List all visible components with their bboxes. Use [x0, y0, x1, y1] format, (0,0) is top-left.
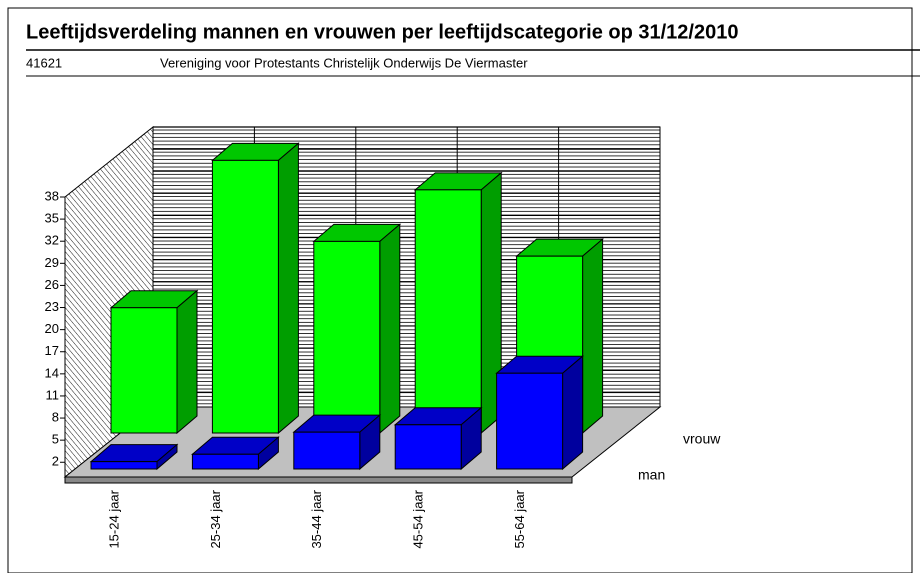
- bar: [413, 171, 503, 435]
- bar: [211, 142, 300, 435]
- code: 41621: [26, 55, 62, 70]
- bar-side: [277, 142, 299, 435]
- x-tick-label: 45-54 jaar: [411, 489, 426, 548]
- y-tick-label: 8: [52, 409, 59, 424]
- y-tick-label: 17: [45, 343, 59, 358]
- bar-front: [394, 424, 462, 470]
- bar-front: [191, 453, 259, 470]
- y-tick-label: 2: [52, 454, 59, 469]
- x-tick-label: 15-24 jaar: [106, 489, 121, 548]
- bar: [89, 443, 179, 471]
- subtitle: Vereniging voor Protestants Christelijk …: [160, 55, 528, 70]
- y-tick-label: 35: [45, 211, 59, 226]
- y-tick-label: 23: [45, 299, 59, 314]
- bar-front: [496, 372, 564, 470]
- bar-side: [176, 289, 198, 435]
- x-tick-label: 25-34 jaar: [208, 489, 223, 548]
- x-tick-label: 35-44 jaar: [309, 489, 324, 548]
- y-tick-label: 5: [52, 432, 59, 447]
- bar: [292, 414, 382, 471]
- bar-front: [293, 431, 361, 470]
- y-tick-label: 32: [45, 233, 59, 248]
- x-tick-label: 55-64 jaar: [512, 489, 527, 548]
- legend-label: vrouw: [683, 431, 721, 447]
- chart-title: Leeftijdsverdeling mannen en vrouwen per…: [26, 21, 738, 43]
- bar-front: [414, 189, 482, 434]
- bar-front: [90, 461, 158, 470]
- y-tick-label: 20: [45, 321, 59, 336]
- bar: [191, 436, 280, 471]
- y-tick-label: 38: [45, 188, 59, 203]
- bar: [495, 355, 584, 471]
- bar: [312, 223, 402, 435]
- bar: [393, 406, 483, 471]
- legend-label: man: [638, 467, 665, 483]
- y-tick-label: 29: [45, 255, 59, 270]
- y-tick-label: 26: [45, 277, 59, 292]
- bar-front: [110, 307, 178, 434]
- bar-side: [582, 238, 604, 435]
- bar-side: [379, 223, 401, 435]
- floor-edge: [64, 476, 573, 484]
- bar-side: [562, 355, 584, 471]
- bar-front: [211, 159, 279, 434]
- bar: [109, 289, 199, 435]
- bar-front: [313, 240, 381, 434]
- frame: [7, 7, 913, 573]
- y-tick-label: 14: [45, 365, 59, 380]
- y-tick-label: 11: [46, 387, 60, 402]
